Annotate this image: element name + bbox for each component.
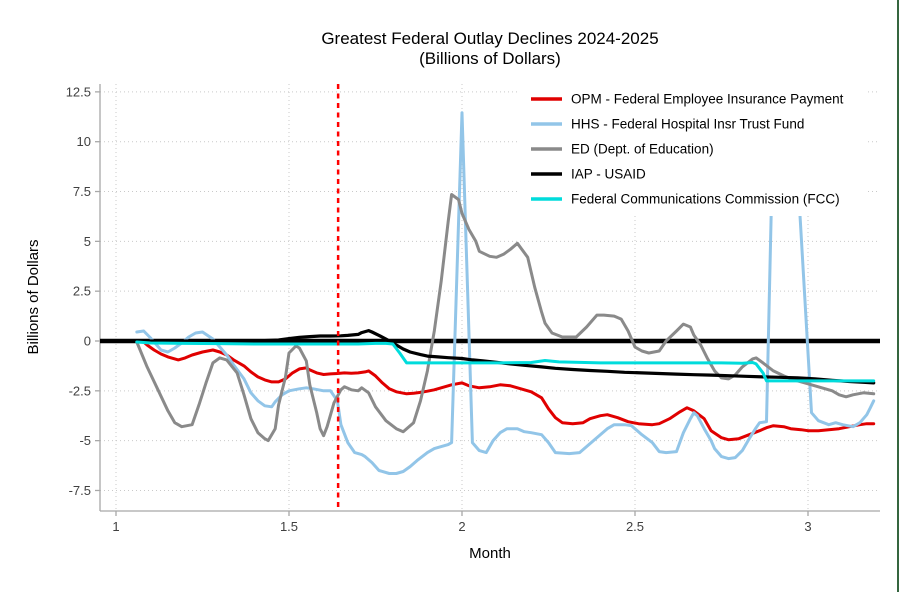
x-axis-title: Month — [469, 545, 511, 562]
legend-background — [519, 84, 868, 216]
series-line-4 — [135, 340, 876, 383]
y-tick-label: -2.5 — [69, 383, 91, 398]
series-line-1 — [135, 111, 876, 475]
x-tick-label: 1.5 — [280, 519, 298, 534]
y-tick-label: 2.5 — [73, 284, 91, 299]
series-line-2 — [135, 193, 876, 443]
y-tick-label: 0 — [84, 334, 91, 349]
legend-item-label: HHS - Federal Hospital Insr Trust Fund — [571, 117, 804, 132]
window-edge-accent — [897, 0, 899, 592]
plot-area: -7.5 -5 -2.5 0 2.5 5 7.5 10 12.5 1 1.5 2 2.5 3 OPM - F… — [66, 84, 880, 534]
x-tick-label: 2.5 — [626, 519, 644, 534]
y-tick-label: 10 — [77, 134, 91, 149]
y-tick-label: 7.5 — [73, 184, 91, 199]
legend-item-label: IAP - USAID — [571, 167, 646, 182]
y-tick-label: -5 — [79, 433, 91, 448]
chart-subtitle: (Billions of Dollars) — [419, 49, 561, 68]
series-line-0 — [135, 339, 876, 442]
legend-item-label: ED (Dept. of Education) — [571, 142, 714, 157]
x-tick-label: 1 — [112, 519, 119, 534]
chart-title: Greatest Federal Outlay Declines 2024-20… — [321, 29, 658, 48]
x-tick-label: 2 — [458, 519, 465, 534]
legend-item-label: Federal Communications Commission (FCC) — [571, 192, 840, 207]
x-tick-label: 3 — [804, 519, 811, 534]
y-tick-label: 5 — [84, 234, 91, 249]
series-line-3 — [135, 329, 876, 385]
legend-item-label: OPM - Federal Employee Insurance Payment — [571, 92, 844, 107]
y-axis-title: Billions of Dollars — [25, 239, 42, 354]
y-tick-label: 12.5 — [66, 84, 91, 99]
y-tick-label: -7.5 — [69, 483, 91, 498]
